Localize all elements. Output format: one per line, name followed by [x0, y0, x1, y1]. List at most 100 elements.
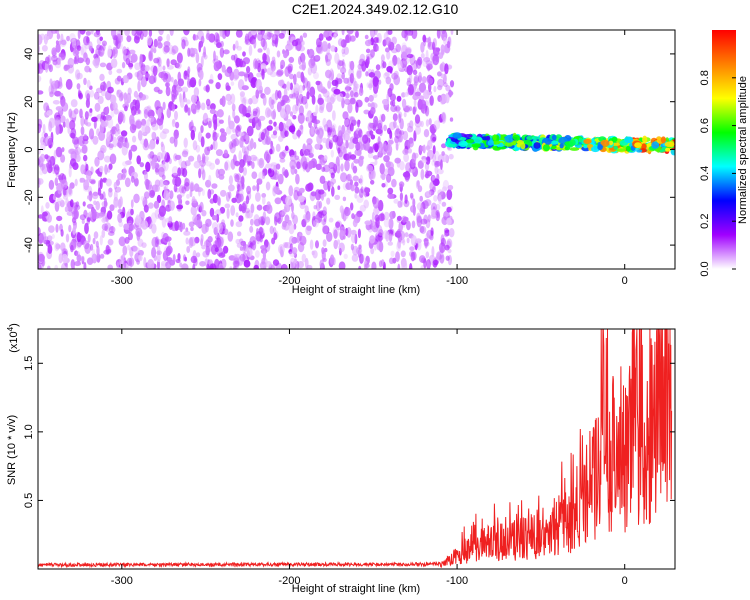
spectrogram-cell: [425, 105, 430, 117]
spectrogram-cell: [86, 79, 91, 89]
spectrogram-cell: [218, 263, 224, 269]
spectrogram-cell: [163, 45, 170, 53]
spectrogram-cell: [166, 33, 171, 42]
spectrogram-cell: [123, 257, 127, 269]
spectrogram-cell: [265, 107, 271, 118]
spectrogram-cell: [116, 261, 120, 269]
spectrogram-cell: [38, 227, 41, 236]
spectrogram-cell: [206, 104, 211, 110]
spectrogram-cell: [291, 88, 296, 96]
spectrogram-cell: [240, 206, 246, 212]
spectrogram-cell: [337, 38, 344, 47]
spectrogram-cell: [205, 84, 210, 93]
spectrogram-signal-cell: [641, 143, 647, 150]
spectrogram-cell: [82, 52, 88, 63]
spectrogram-cell: [117, 213, 122, 223]
spectrogram-x-tick-label: -200: [278, 275, 300, 287]
spectrogram-cell: [417, 160, 424, 169]
spectrogram-cell: [117, 137, 124, 149]
spectrogram-cell: [255, 231, 263, 242]
spectrogram-cell: [437, 78, 445, 88]
snr-y-label: SNR (10 * v/v): [6, 415, 18, 485]
spectrogram-cell: [141, 124, 149, 135]
spectrogram-cell: [90, 166, 94, 175]
spectrogram-cell: [334, 52, 340, 64]
spectrogram-cell: [107, 86, 114, 94]
spectrogram-cell: [176, 62, 182, 69]
spectrogram-cell: [330, 172, 335, 179]
spectrogram-cell: [192, 34, 199, 41]
spectrogram-cell: [423, 129, 430, 138]
spectrogram-cell: [157, 64, 163, 74]
spectrogram-cell: [143, 204, 149, 213]
spectrogram-cell: [235, 221, 243, 228]
spectrogram-cell: [423, 89, 430, 100]
spectrogram-cell: [369, 146, 376, 154]
spectrogram-cell: [186, 246, 191, 253]
spectrogram-cell: [171, 93, 175, 103]
spectrogram-cell: [78, 91, 83, 99]
spectrogram-cell: [263, 168, 268, 176]
colorbar-label: Normalized spectral amplitude: [737, 76, 749, 224]
spectrogram-cell: [41, 163, 48, 175]
spectrogram-cell: [306, 91, 310, 100]
spectrogram-cell: [353, 80, 358, 92]
spectrogram-cell: [80, 126, 85, 136]
spectrogram-cell: [305, 183, 313, 192]
spectrogram-cell: [247, 105, 252, 115]
spectrogram-cell: [352, 165, 358, 174]
spectrogram-cell: [291, 247, 298, 255]
spectrogram-cell: [407, 148, 412, 154]
spectrogram-cell: [366, 56, 370, 62]
spectrogram-cell: [343, 77, 350, 84]
spectrogram-cell: [39, 239, 42, 245]
spectrogram-cell: [327, 42, 331, 49]
spectrogram-cell: [356, 149, 362, 157]
spectrogram-cell: [275, 70, 283, 77]
spectrogram-cell: [264, 136, 271, 146]
spectrogram-cell: [340, 163, 344, 172]
spectrogram-cell: [254, 60, 259, 69]
spectrogram-cell: [385, 160, 391, 168]
spectrogram-cell: [133, 247, 141, 253]
spectrogram-cell: [326, 95, 331, 103]
spectrogram-cell: [87, 195, 91, 200]
spectrogram-cell: [303, 148, 311, 156]
spectrogram-cell: [99, 253, 105, 259]
spectrogram-cell: [311, 95, 316, 105]
spectrogram-cell: [271, 93, 278, 104]
spectrogram-cell: [217, 168, 226, 176]
spectrogram-signal-cell: [498, 142, 504, 148]
spectrogram-cell: [148, 218, 153, 230]
spectrogram-signal-cell: [664, 141, 675, 148]
spectrogram-cell: [300, 156, 307, 167]
spectrogram-cell: [292, 114, 297, 120]
spectrogram-cell: [441, 201, 447, 207]
spectrogram-cell: [157, 36, 163, 42]
spectrogram-cell: [45, 56, 50, 64]
spectrogram-cell: [157, 108, 162, 119]
spectrogram-cell: [246, 185, 252, 195]
spectrogram-cell: [333, 229, 338, 240]
spectrogram-cell: [375, 217, 380, 229]
spectrogram-cell: [173, 130, 179, 139]
spectrogram-cell: [437, 71, 442, 77]
spectrogram-cell: [310, 191, 317, 197]
spectrogram-cell: [441, 143, 447, 149]
spectrogram-cell: [345, 92, 350, 99]
spectrogram-cell: [136, 155, 141, 165]
spectrogram-cell: [74, 178, 78, 187]
spectrogram-cell: [337, 147, 341, 154]
spectrogram-cell: [96, 44, 102, 51]
spectrogram-cell: [177, 253, 181, 261]
spectrogram-cell: [207, 188, 212, 200]
spectrogram-cell: [220, 189, 227, 197]
spectrogram-cell: [241, 85, 249, 91]
spectrogram-cell: [307, 113, 311, 123]
spectrogram-cell: [297, 112, 305, 124]
spectrogram-cell: [344, 129, 351, 135]
spectrogram-cell: [239, 58, 243, 68]
spectrogram-cell: [101, 229, 106, 239]
spectrogram-cell: [347, 102, 353, 114]
spectrogram-cell: [363, 109, 370, 115]
